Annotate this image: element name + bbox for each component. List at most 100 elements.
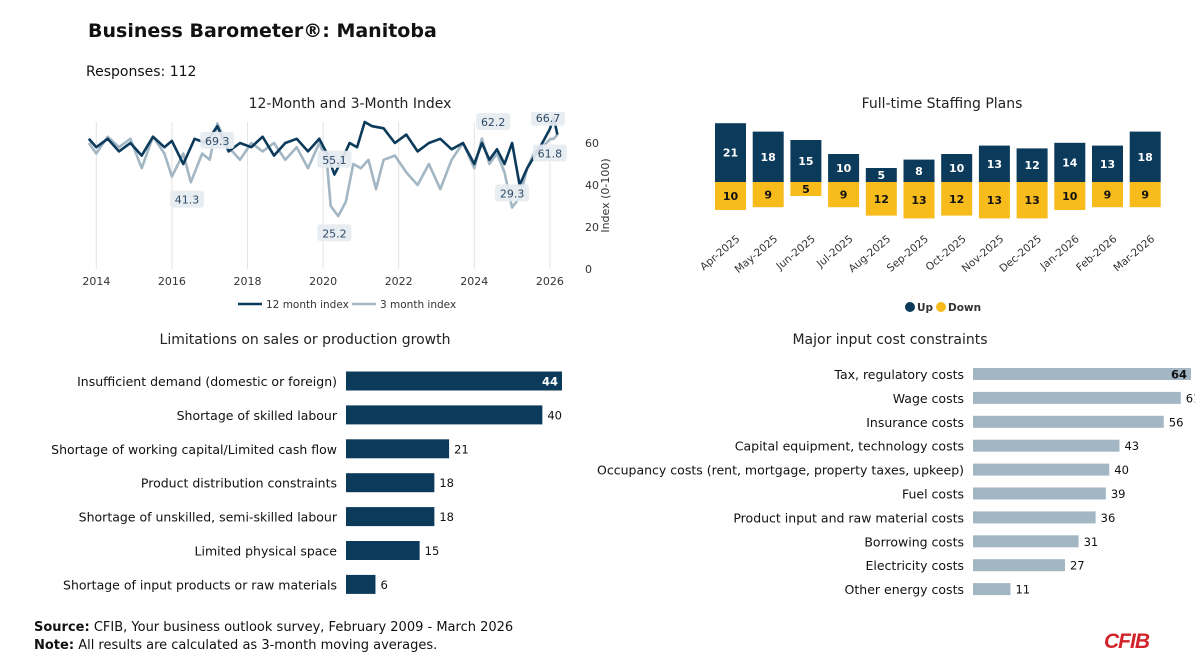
x-tick-label: 2018 xyxy=(234,275,262,288)
annotation-box xyxy=(170,190,205,208)
note-text: All results are calculated as 3-month mo… xyxy=(78,638,438,653)
staffing-chart-title: Full-time Staffing Plans xyxy=(861,96,1023,112)
legend-swatch-down xyxy=(936,302,946,312)
index-chart: 2014 2016 2018 2020 2022 2024 2026 0 20 40 60Index… xyxy=(82,112,612,311)
category-label: Borrowing costs xyxy=(864,534,964,549)
bar-up-label: 18 xyxy=(1138,151,1153,164)
bar xyxy=(973,511,1096,524)
bar xyxy=(973,368,1191,380)
source-note: Source: CFIB, Your business outlook surv… xyxy=(34,620,513,635)
bar-up xyxy=(752,131,784,182)
category-label: Shortage of input products or raw materi… xyxy=(63,577,337,592)
bar-down xyxy=(1054,182,1086,210)
bar-value-label: 15 xyxy=(425,544,440,558)
cfib-logo: CFIB xyxy=(1104,630,1150,653)
index-chart-title: 12-Month and 3-Month Index xyxy=(248,96,452,112)
bar xyxy=(346,507,435,527)
bar xyxy=(973,487,1106,500)
annotation-label: 62.2 xyxy=(481,116,506,129)
category-label: Fuel costs xyxy=(902,487,964,502)
responses-label: Responses: xyxy=(86,64,166,80)
bar-value-label: 11 xyxy=(1015,583,1030,597)
bar xyxy=(346,541,420,560)
category-label: Limited physical space xyxy=(195,544,338,559)
x-tick-label: 2014 xyxy=(82,275,110,288)
annotation-label: 29.3 xyxy=(500,187,525,200)
bar-value-label: 21 xyxy=(454,442,469,456)
annotation-box xyxy=(317,224,352,242)
bar xyxy=(973,559,1065,572)
bar-down-label: 9 xyxy=(764,189,772,202)
category-label: Product distribution constraints xyxy=(141,476,337,491)
category-label: Other energy costs xyxy=(845,582,964,597)
bar-down-label: 10 xyxy=(1062,190,1078,203)
bar xyxy=(973,439,1120,452)
calculation-note: Note: All results are calculated as 3-mo… xyxy=(34,638,437,653)
bar-value-label: 40 xyxy=(547,408,562,422)
bar-down xyxy=(865,182,897,216)
bar-down xyxy=(1129,182,1161,208)
bar-value-label: 43 xyxy=(1124,439,1139,453)
bar-up-label: 10 xyxy=(836,162,852,175)
bar-up-label: 18 xyxy=(761,151,776,164)
annotation-label: 61.8 xyxy=(538,148,563,161)
legend-label-down: Down xyxy=(948,302,981,314)
y-axis-label: Index (0-100) xyxy=(599,158,612,232)
source-label: Source: xyxy=(34,620,90,635)
bar xyxy=(973,391,1181,404)
bar-down-label: 5 xyxy=(802,183,810,196)
bar-up xyxy=(1129,131,1161,182)
annotation-box xyxy=(200,131,235,149)
bar-up-label: 13 xyxy=(1100,158,1115,171)
bar-down-label: 13 xyxy=(987,194,1002,207)
bar xyxy=(973,583,1011,596)
category-label: Shortage of skilled labour xyxy=(177,408,338,423)
bar-down xyxy=(903,182,935,219)
bar-down xyxy=(790,182,822,196)
category-label: Sep-2025 xyxy=(885,233,931,275)
inputcosts-chart: Tax, regulatory costs 64 Wage costs 61 Insur… xyxy=(597,367,1195,597)
limitations-chart: Insufficient demand (domestic or foreign… xyxy=(51,371,562,594)
x-tick-label: 2020 xyxy=(309,275,337,288)
annotation-box xyxy=(495,184,530,202)
bar xyxy=(346,371,562,391)
category-label: Dec-2025 xyxy=(997,233,1044,275)
bar-value-label: 18 xyxy=(439,476,454,490)
bar xyxy=(346,439,450,459)
bar-down xyxy=(1092,182,1123,208)
x-tick-label: 2024 xyxy=(460,275,488,288)
bar-up xyxy=(903,159,935,182)
bar-up xyxy=(715,123,746,182)
bar-up xyxy=(941,154,973,182)
bar-down-label: 9 xyxy=(1141,189,1149,202)
bar-up xyxy=(1092,145,1123,182)
x-tick-label: 2016 xyxy=(158,275,186,288)
category-label: Insufficient demand (domestic or foreign… xyxy=(77,374,337,389)
bar-down xyxy=(828,182,860,208)
bar-down-label: 13 xyxy=(911,194,926,207)
category-label: Mar-2026 xyxy=(1111,233,1157,274)
bar-up-label: 21 xyxy=(723,147,738,160)
category-label: Jun-2025 xyxy=(773,233,817,273)
annotation-box xyxy=(317,150,352,168)
category-label: Product input and raw material costs xyxy=(733,510,964,525)
source-text: CFIB, Your business outlook survey, Febr… xyxy=(93,620,514,635)
y-tick-label: 60 xyxy=(585,137,599,150)
x-tick-label: 2026 xyxy=(536,275,564,288)
legend-swatch-up xyxy=(905,302,915,312)
bar-down-label: 9 xyxy=(1104,189,1112,202)
page-title: Business Barometer®: Manitoba xyxy=(88,20,437,42)
bar-down xyxy=(978,182,1010,219)
category-label: Wage costs xyxy=(893,391,964,406)
bar-value-label: 18 xyxy=(439,510,454,524)
bar-up-label: 10 xyxy=(949,162,965,175)
bar-value-label: 64 xyxy=(1171,368,1187,382)
annotation-label: 41.3 xyxy=(175,194,200,207)
bar-down-label: 10 xyxy=(723,190,739,203)
staffing-chart: 2110Apr-2025189May-2025155Jun-2025109Jul… xyxy=(700,123,1161,314)
y-tick-label: 0 xyxy=(585,263,592,276)
bar-up-label: 14 xyxy=(1062,156,1078,169)
annotation-label: 55.1 xyxy=(322,154,347,167)
category-label: Occupancy costs (rent, mortgage, propert… xyxy=(597,463,964,478)
bar-down xyxy=(941,182,973,216)
